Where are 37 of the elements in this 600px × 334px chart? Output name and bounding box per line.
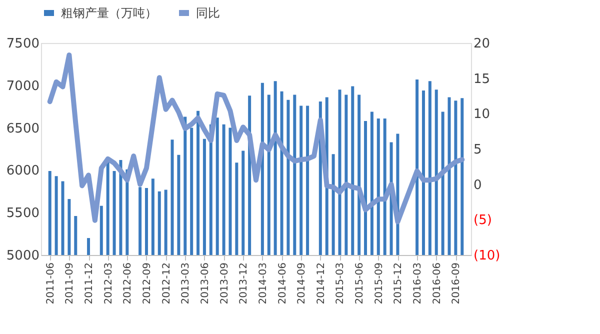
y2-tick-label: 15	[474, 72, 490, 87]
x-tick-label: 2014-06	[277, 262, 288, 304]
x-tick-label: 2015-03	[335, 262, 346, 304]
x-tick-label: 2016-09	[451, 262, 462, 304]
x-tick-label: 2013-12	[238, 262, 250, 304]
y-tick-label: 6000	[6, 164, 40, 179]
x-tick-label: 2015-12	[393, 262, 404, 304]
y-tick-label: 5000	[6, 248, 40, 264]
y-tick-label: 7500	[6, 36, 40, 52]
x-tick-label: 2014-03	[258, 262, 269, 304]
legend-label: 粗钢产量（万吨）	[61, 6, 157, 20]
legend-label: 同比	[196, 6, 220, 20]
x-tick-label: 2015-06	[354, 262, 366, 304]
y2-tick-label: (5)	[474, 213, 492, 228]
x-tick-label: 2012-06	[122, 262, 134, 304]
y-tick-label: 7000	[6, 78, 40, 94]
x-tick-label: 2011-06	[45, 262, 56, 304]
x-tick-label: 2011-09	[64, 262, 76, 304]
x-tick-label: 2012-03	[103, 262, 114, 304]
x-tick-label: 2016-06	[432, 262, 443, 304]
x-tick-label: 2014-12	[316, 262, 327, 304]
x-tick-label: 2012-12	[161, 262, 172, 304]
x-tick-label: 2016-03	[412, 262, 424, 304]
x-tick-label: 2013-06	[200, 262, 211, 304]
y-tick-label: 6500	[6, 121, 40, 136]
x-tick-label: 2013-03	[180, 262, 192, 304]
y2-tick-label: 5	[474, 142, 482, 158]
x-tick-label: 2012-09	[142, 262, 153, 304]
y-tick-label: 5500	[6, 206, 40, 222]
x-tick-label: 2015-09	[374, 262, 385, 304]
x-tick-label: 2013-09	[219, 262, 230, 304]
y2-tick-label: 20	[474, 36, 490, 52]
y2-tick-label: (10)	[474, 248, 500, 264]
y2-tick-label: 10	[474, 107, 490, 122]
x-tick-label: 2011-12	[84, 262, 96, 304]
x-tick-label: 2014-09	[296, 262, 308, 304]
y2-tick-label: 0	[474, 178, 482, 193]
